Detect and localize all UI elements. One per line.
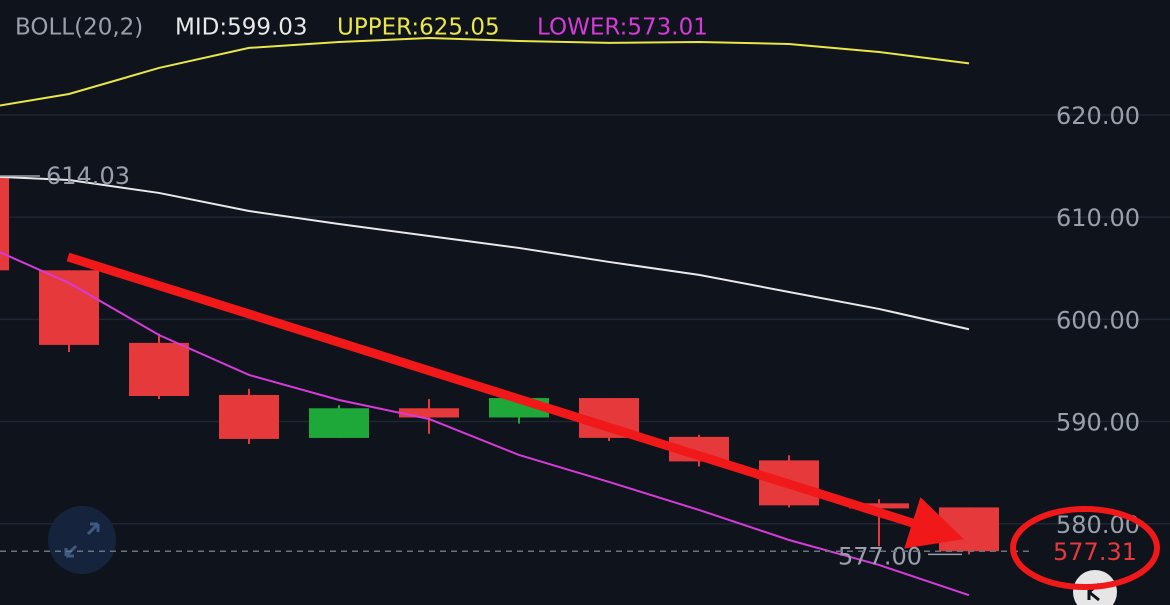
max-marker-label: 614.03 (46, 162, 130, 190)
candle-body (849, 503, 909, 509)
y-tick-label: 590.00 (1056, 409, 1140, 437)
candle-body (129, 342, 189, 397)
y-tick-label: 610.00 (1056, 204, 1140, 232)
candle-body (219, 394, 279, 439)
candle-body (0, 175, 9, 271)
highlight-circle (1010, 506, 1160, 590)
candle-body (399, 408, 459, 418)
indicator-line (0, 175, 970, 331)
indicator-line (0, 37, 970, 107)
legend-entry: MID:599.03 (175, 15, 308, 41)
indicator-line (0, 251, 970, 597)
plot-area (0, 37, 999, 597)
min-marker-label: 577.00 (838, 542, 922, 570)
grid (0, 114, 1170, 525)
candle-body (309, 408, 369, 438)
y-tick-label: 620.00 (1056, 102, 1140, 130)
y-tick-label: 600.00 (1056, 306, 1140, 334)
expand-button[interactable] (48, 506, 116, 574)
last-price-label: 577.31 (1053, 538, 1137, 566)
trend-arrow (66, 252, 964, 549)
candle-body (39, 270, 99, 345)
last-price-tag (1030, 533, 1150, 570)
indicator-title: BOLL(20,2) (15, 15, 143, 41)
legend-entry: UPPER:625.05 (337, 15, 500, 41)
candle-body (939, 507, 999, 552)
legend-entry: LOWER:573.01 (537, 15, 708, 41)
